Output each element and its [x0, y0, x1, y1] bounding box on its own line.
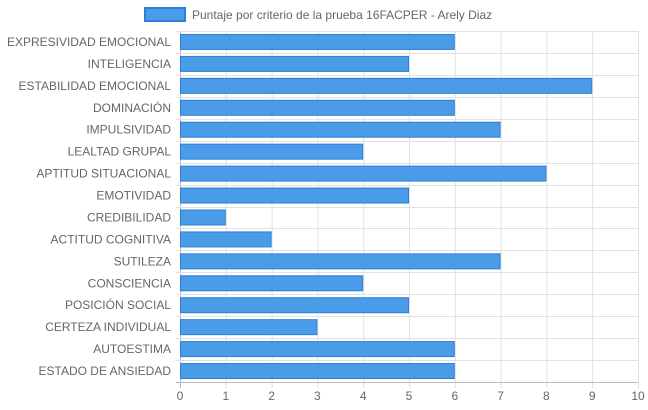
category-label: LEALTAD GRUPAL [68, 145, 172, 159]
bar[interactable] [180, 253, 501, 270]
category-label: EMOTIVIDAD [96, 189, 171, 203]
x-tick-label: 3 [314, 389, 321, 403]
category-label: IMPULSIVIDAD [86, 123, 171, 137]
bar[interactable] [180, 319, 318, 336]
bar[interactable] [180, 275, 364, 292]
bar[interactable] [180, 99, 455, 116]
bars [180, 33, 593, 380]
x-tick-label: 6 [451, 389, 458, 403]
bar[interactable] [180, 143, 364, 160]
x-tick-label: 1 [222, 389, 229, 403]
category-label: APTITUD SITUACIONAL [36, 167, 171, 181]
category-label: AUTOESTIMA [93, 342, 171, 356]
bar[interactable] [180, 55, 409, 72]
x-tick-label: 9 [589, 389, 596, 403]
legend-label: Puntaje por criterio de la prueba 16FACP… [192, 8, 492, 22]
category-label: ACTITUD COGNITIVA [51, 232, 171, 246]
x-axis-tick-labels: 0 1 2 3 4 5 6 7 8 9 10 [177, 389, 645, 403]
bar[interactable] [180, 33, 455, 50]
x-tick-label: 0 [177, 389, 184, 403]
bar[interactable] [180, 187, 409, 204]
category-label: CERTEZA INDIVIDUAL [45, 320, 171, 334]
category-label: INTELIGENCIA [88, 57, 171, 71]
bar[interactable] [180, 363, 455, 380]
legend-swatch [144, 7, 186, 22]
category-label: EXPRESIVIDAD EMOCIONAL [7, 35, 171, 49]
category-label: CONSCIENCIA [88, 276, 171, 290]
bar[interactable] [180, 231, 272, 248]
bar[interactable] [180, 121, 501, 138]
x-tick-label: 2 [268, 389, 275, 403]
x-tick-label: 4 [360, 389, 367, 403]
bar[interactable] [180, 209, 226, 226]
category-label: ESTADO DE ANSIEDAD [39, 364, 172, 378]
category-labels: EXPRESIVIDAD EMOCIONAL INTELIGENCIA ESTABI… [7, 35, 171, 378]
category-label: DOMINACIÓN [93, 100, 171, 115]
bar[interactable] [180, 297, 409, 314]
x-tick-label: 10 [631, 389, 645, 403]
bar[interactable] [180, 165, 547, 182]
category-label: SUTILEZA [114, 254, 171, 268]
bar[interactable] [180, 341, 455, 358]
x-tick-label: 5 [406, 389, 413, 403]
x-tick-label: 8 [543, 389, 550, 403]
x-tick-label: 7 [497, 389, 504, 403]
bar[interactable] [180, 77, 593, 94]
category-label: ESTABILIDAD EMOCIONAL [19, 79, 172, 93]
category-label: CREDIBILIDAD [87, 210, 171, 224]
category-label: POSICIÓN SOCIAL [65, 297, 171, 312]
legend[interactable]: Puntaje por criterio de la prueba 16FACP… [144, 7, 492, 22]
